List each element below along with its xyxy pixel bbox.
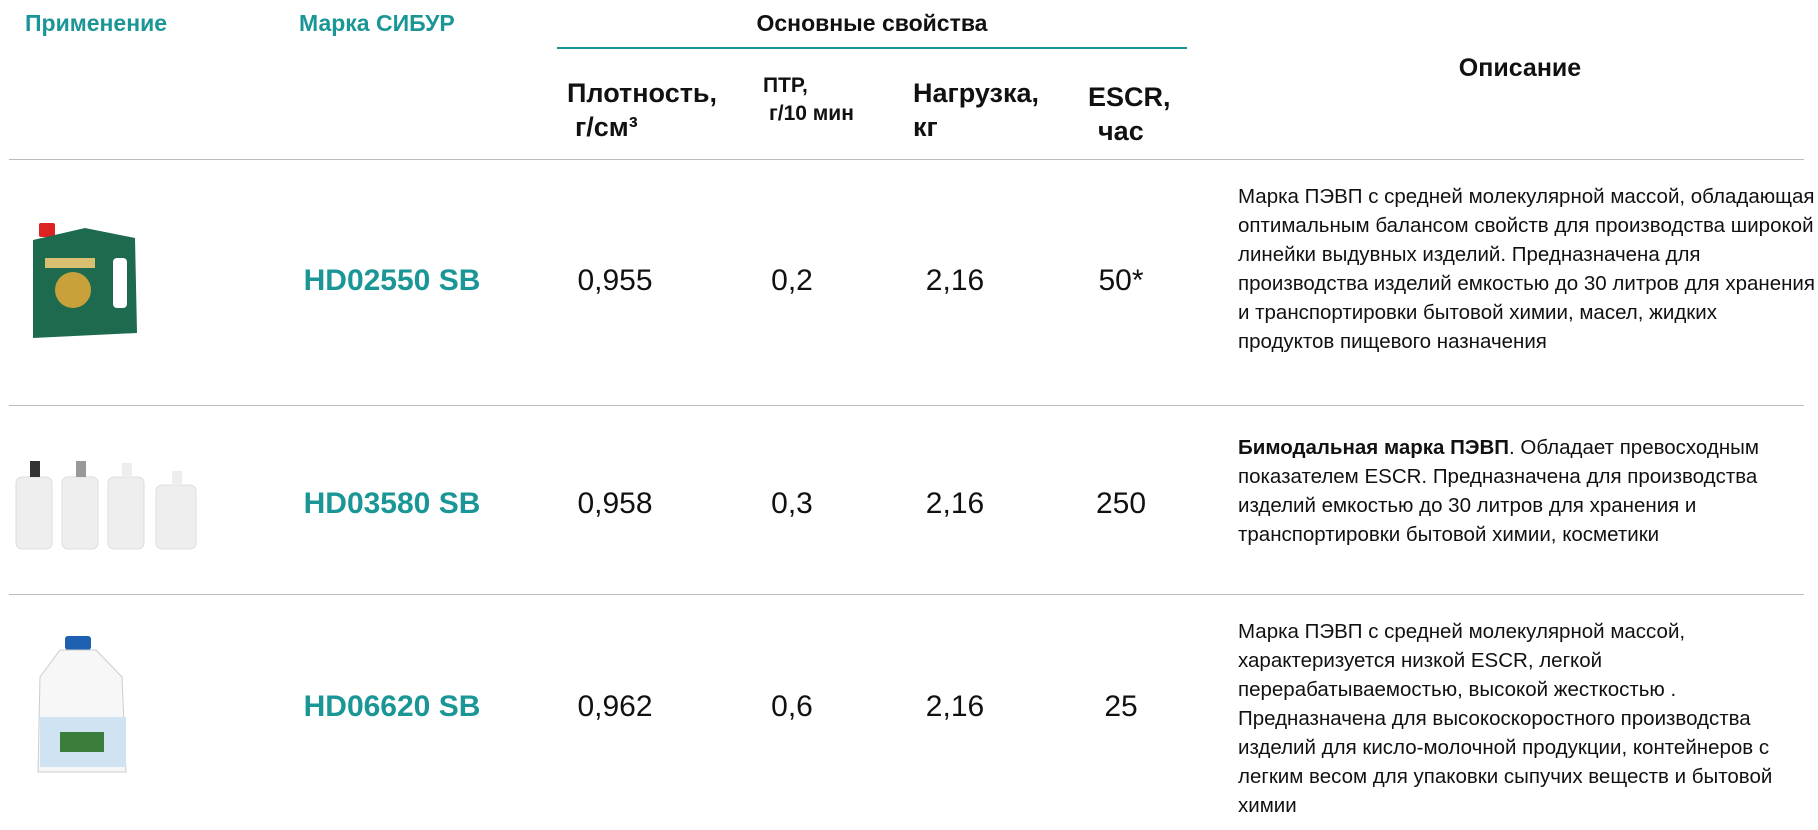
text: ESCR, [1088,82,1171,112]
bottles-image [15,461,197,550]
text: Плотность, [567,78,718,108]
header-grade: Марка СИБУР [299,10,455,36]
header-application: Применение [25,10,168,36]
header-description: Описание [1458,54,1582,82]
description-text: Марка ПЭВП с средней молекулярной массой… [1238,620,1773,817]
description: Марка ПЭВП с средней молекулярной массой… [1238,182,1816,356]
grade: HD06620 SB [303,690,481,723]
density-value: 0,962 [577,690,653,723]
description: Бимодальная марка ПЭВП. Обладает превосх… [1238,433,1816,549]
text: час [1098,116,1144,146]
grade: HD03580 SB [303,487,481,520]
mfr-value: 0,6 [771,690,813,723]
row-divider [9,594,1804,595]
row-divider [9,159,1804,160]
escr-value: 50* [1098,264,1144,297]
text: Нагрузка, [913,78,1040,108]
escr-value: 25 [1104,690,1138,723]
header-escr: ESCR, час [1088,80,1171,148]
density-value: 0,958 [577,487,653,520]
header-properties: Основные свойства [756,10,988,36]
description-text: . Обладает превосходным показателем ESCR… [1238,436,1759,546]
mfr-value: 0,3 [771,487,813,520]
load-value: 2,16 [925,487,985,520]
header-mfr: ПТР, г/10 мин [763,72,854,128]
milk-jug-image [37,636,127,773]
density-value: 0,955 [577,264,653,297]
grade: HD02550 SB [303,264,481,297]
description-bold: Бимодальная марка ПЭВП [1238,436,1509,459]
description: Марка ПЭВП с средней молекулярной массой… [1238,617,1816,820]
text: кг [913,112,938,142]
mfr-value: 0,2 [771,264,813,297]
header-density: Плотность, г/см³ [567,76,717,144]
canister-image [33,223,137,338]
text: г/см³ [575,112,638,142]
header-load: Нагрузка, кг [913,76,1039,144]
load-value: 2,16 [925,264,985,297]
group-underline [557,47,1187,49]
row-divider [9,405,1804,406]
text: г/10 мин [769,102,854,125]
load-value: 2,16 [925,690,985,723]
escr-value: 250 [1095,487,1147,520]
text: ПТР, [763,74,808,97]
description-text: Марка ПЭВП с средней молекулярной массой… [1238,185,1815,353]
